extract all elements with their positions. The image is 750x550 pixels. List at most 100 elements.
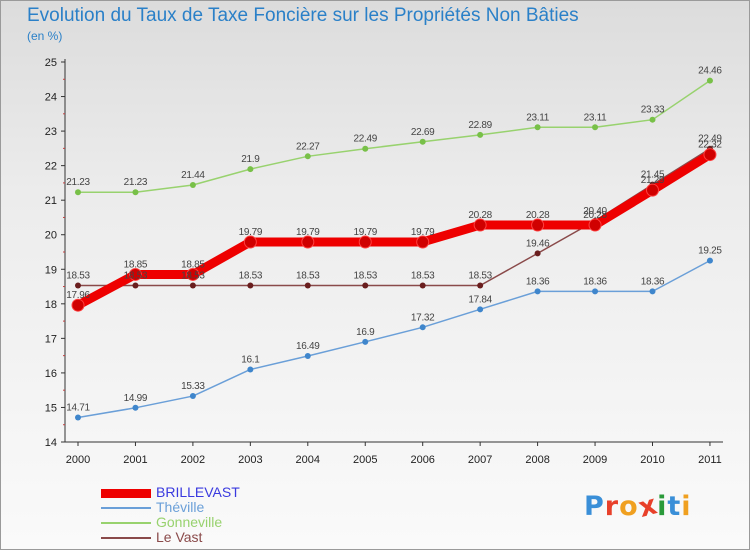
legend-swatch [101,537,151,539]
data-label: 20.28 [526,210,550,221]
data-label: 21.45 [641,170,665,181]
data-label: 18.53 [124,271,148,282]
x-tick-label: 2010 [640,454,664,466]
data-point [243,235,257,249]
data-label: 19.79 [411,227,435,238]
legend-swatch [101,507,151,509]
data-label: 18.53 [296,271,320,282]
data-label: 18.36 [641,276,665,287]
data-label: 21.23 [66,177,90,188]
data-point [649,116,656,123]
y-tick-label: 24 [45,92,57,104]
data-point [703,148,717,162]
series-line-brillevast [73,150,715,310]
data-label: 22.49 [698,134,722,145]
data-label: 16.9 [356,327,375,338]
data-label: 23.11 [584,112,608,123]
data-label: 18.85 [124,259,148,270]
data-label: 19.25 [698,246,722,257]
data-point [531,218,545,232]
y-tick-label: 16 [45,368,57,380]
data-label: 24.46 [698,66,722,77]
series-line-gonneville [77,79,711,193]
y-tick-label: 20 [45,230,57,242]
data-point [358,235,372,249]
data-point [304,352,311,359]
y-tick-label: 18 [45,299,57,311]
data-label: 19.46 [526,238,550,249]
data-point [588,218,602,232]
data-label: 21.44 [181,170,205,181]
data-point [477,306,484,313]
x-tick-label: 2008 [525,454,549,466]
data-label: 14.71 [66,402,90,413]
legend-label: Le Vast [156,529,203,545]
y-tick-label: 23 [45,126,57,138]
data-point [75,282,81,289]
data-label: 20.40 [583,206,607,217]
data-label: 18.53 [181,271,205,282]
data-label: 15.33 [181,381,205,392]
data-point [534,250,541,257]
data-point [247,282,254,289]
x-tick-label: 2007 [468,454,492,466]
data-point [477,282,484,289]
y-tick-label: 25 [45,57,57,69]
data-point [132,189,139,196]
data-point [247,166,254,173]
data-label: 21.29 [641,175,665,186]
data-label: 20.28 [468,210,492,221]
data-label: 23.11 [526,112,550,123]
data-point [189,282,196,289]
data-label: 16.1 [241,354,260,365]
data-label: 17.84 [468,294,492,305]
x-tick-label: 2002 [181,454,205,466]
data-label: 18.53 [66,271,90,282]
data-point [362,145,369,152]
data-point [592,288,599,295]
data-point [419,138,426,145]
data-point [416,235,430,249]
chart-title: Evolution du Taux de Taxe Foncière sur l… [27,5,579,26]
legend-label: BRILLEVAST [156,484,240,500]
data-point [706,257,713,264]
data-label: 19.79 [296,227,320,238]
x-tick-label: 2003 [238,454,262,466]
data-point [646,183,659,197]
x-tick-label: 2006 [410,454,434,466]
y-tick-label: 22 [45,161,57,173]
data-label: 19.79 [353,227,377,238]
data-point [419,324,426,331]
data-label: 18.36 [526,276,550,287]
data-point [247,366,254,373]
data-label: 19.79 [239,227,263,238]
data-label: 17.96 [66,290,90,301]
data-point [534,288,541,295]
data-label: 17.32 [411,312,435,323]
unit-label: (en %) [27,29,63,43]
x-tick-label: 2009 [583,454,607,466]
data-point [362,338,369,345]
data-label: 18.53 [239,271,263,282]
data-point [132,282,139,289]
data-label: 21.9 [241,154,260,165]
data-point [189,393,196,400]
y-tick-label: 14 [45,437,57,449]
data-point [473,218,487,232]
data-point [132,404,139,411]
y-tick-label: 19 [45,264,57,276]
data-point [186,267,200,281]
data-label: 18.53 [411,271,435,282]
data-point [477,131,484,138]
data-point [706,77,713,84]
x-tick-label: 2004 [296,454,320,466]
data-label: 22.49 [353,134,377,145]
data-label: 20.28 [583,210,607,221]
data-label: 18.53 [353,271,377,282]
data-label: 18.53 [468,271,492,282]
y-tick-label: 21 [45,195,57,207]
data-label: 22.32 [698,140,722,151]
x-tick-label: 2005 [353,454,377,466]
y-tick-label: 15 [45,402,57,414]
